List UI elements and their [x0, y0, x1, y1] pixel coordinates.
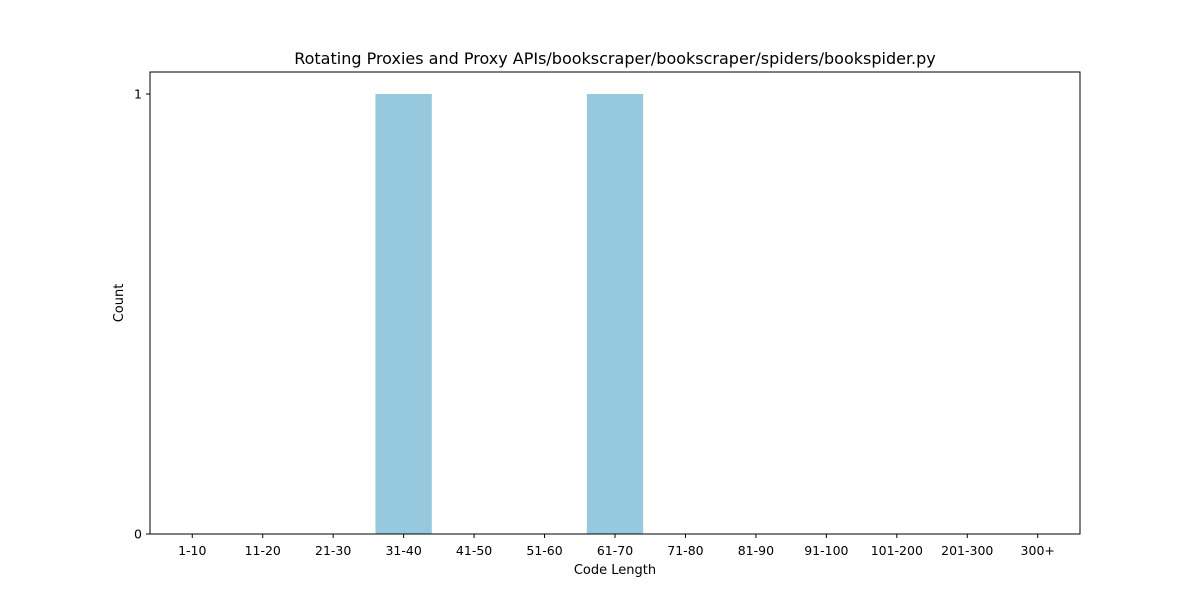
bar-61-70	[586, 94, 644, 534]
bars-layer	[375, 94, 644, 534]
x-tick-label: 1-10	[178, 543, 206, 558]
y-tick-label: 1	[134, 87, 142, 102]
ticks-layer: 1-10 11-20 21-30 31-40 41-50 51-60 61-70 71-80 8…	[134, 87, 1055, 559]
x-tick-label: 101-200	[871, 543, 923, 558]
x-tick-label: 21-30	[315, 543, 351, 558]
x-tick-label: 300+	[1021, 543, 1055, 558]
x-tick-label: 201-300	[941, 543, 993, 558]
plot-frame	[149, 71, 1081, 535]
x-tick-label: 41-50	[456, 543, 492, 558]
y-axis-label: Count	[112, 284, 127, 323]
bar-31-40	[375, 94, 432, 534]
x-tick-label: 31-40	[385, 543, 421, 558]
x-tick-label: 51-60	[526, 543, 562, 558]
x-tick-label: 11-20	[245, 543, 281, 558]
x-axis-label: Code Length	[574, 563, 656, 578]
chart-title: Rotating Proxies and Proxy APIs/bookscra…	[294, 49, 936, 68]
x-tick-label: 61-70	[597, 543, 633, 558]
y-tick-label: 0	[134, 527, 142, 542]
x-tick-label: 81-90	[738, 543, 774, 558]
x-tick-label: 71-80	[667, 543, 703, 558]
x-tick-label: 91-100	[804, 543, 848, 558]
